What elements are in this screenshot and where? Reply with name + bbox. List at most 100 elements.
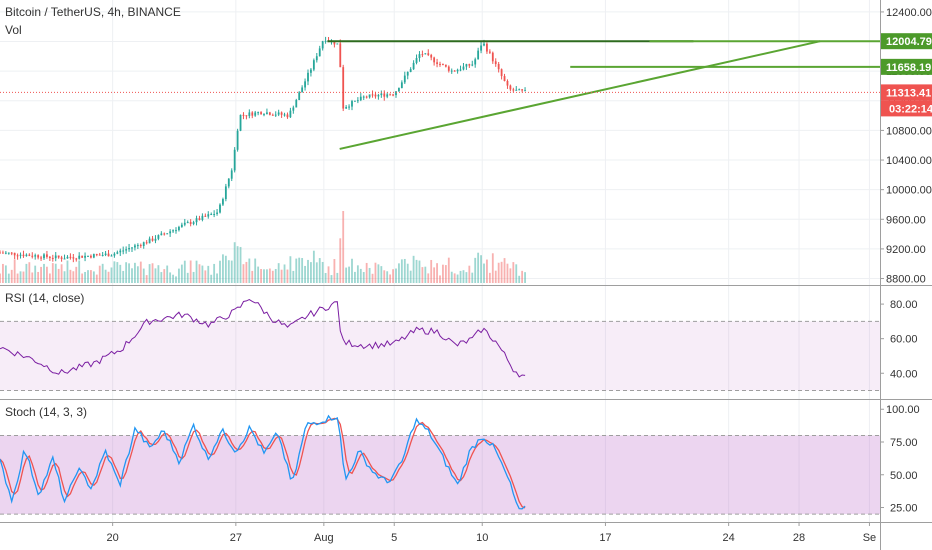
volume-bar — [456, 274, 459, 283]
candle-body — [19, 254, 22, 256]
volume-bar — [19, 271, 22, 283]
rsi-axis[interactable]: 80.00 60.00 40.00 — [880, 299, 918, 380]
volume-bar — [371, 273, 374, 283]
volume-bar — [386, 271, 389, 283]
candle-body — [224, 186, 227, 200]
candle-body — [268, 112, 271, 115]
time-axis-label: 20 — [107, 532, 119, 544]
stoch-label: Stoch (14, 3, 3) — [5, 405, 87, 419]
candle-body — [339, 43, 342, 68]
candle-body — [403, 75, 406, 83]
candle-body — [348, 106, 350, 108]
volume-bar — [43, 263, 45, 283]
volume-bar — [189, 260, 192, 283]
volume-bar — [125, 262, 128, 283]
candle-body — [192, 222, 195, 224]
candle-body — [51, 257, 54, 259]
stoch-axis-label: 75.00 — [890, 437, 918, 449]
candle-body — [31, 255, 34, 257]
volume-bar — [330, 275, 333, 283]
price-tag — [881, 33, 932, 50]
volume-bar — [219, 260, 221, 283]
volume-bar — [509, 268, 512, 283]
candle-body — [104, 253, 107, 255]
volume-bar — [160, 272, 163, 283]
volume-bar — [90, 270, 92, 283]
candle-body — [239, 114, 242, 131]
stoch-d-line — [0, 417, 526, 509]
candle-body — [442, 64, 444, 66]
candle-body — [90, 255, 92, 258]
candle-body — [60, 257, 63, 259]
volume-bar — [198, 264, 201, 283]
candle-body — [277, 112, 280, 115]
candle-body — [34, 255, 37, 257]
volume-bar — [380, 266, 383, 283]
candle-body — [254, 112, 257, 116]
candle-body — [122, 250, 125, 252]
volume-bar — [148, 264, 151, 283]
rsi-pane[interactable] — [0, 286, 880, 399]
volume-bar — [398, 263, 400, 283]
candle-body — [304, 81, 306, 88]
stoch-pane[interactable] — [0, 400, 880, 522]
volume-bar — [192, 271, 195, 283]
candle-body — [424, 53, 427, 55]
time-axis-label: 17 — [599, 532, 611, 544]
candle-body — [0, 252, 1, 254]
volume-bar — [201, 265, 204, 283]
rsi-line — [0, 299, 526, 378]
candle-body — [175, 230, 177, 232]
candle-body — [263, 114, 265, 116]
volume-bar — [266, 269, 268, 283]
volume-bar — [113, 261, 116, 283]
volume-bar — [227, 260, 230, 283]
rsi-indicator — [0, 299, 880, 392]
volume-bar — [444, 265, 447, 283]
candle-body — [198, 218, 201, 220]
volume-bar — [145, 275, 148, 283]
candle-body — [116, 252, 119, 254]
candle-body — [87, 255, 89, 257]
volume-bar — [418, 260, 421, 283]
trend-drawings[interactable] — [327, 40, 880, 150]
candle-body — [113, 253, 116, 256]
volume-bar — [151, 263, 154, 283]
volume-bar — [274, 268, 277, 283]
candle-body — [283, 114, 286, 116]
volume-bar — [310, 262, 312, 283]
volume-bar — [359, 268, 362, 283]
candle-body — [494, 61, 497, 65]
candle-body — [25, 254, 28, 257]
candle-body — [43, 254, 45, 259]
candle-body — [465, 64, 468, 67]
candle-body — [471, 64, 474, 66]
volume-bar — [424, 266, 427, 283]
volume-bar — [25, 263, 28, 283]
rsi-axis-label: 40.00 — [890, 368, 918, 380]
candle-body — [84, 255, 86, 258]
volume-bar — [216, 273, 218, 283]
volume-bar — [116, 262, 119, 283]
candle-body — [515, 89, 518, 91]
volume-bar — [10, 269, 13, 283]
volume-bar — [412, 255, 415, 283]
volume-bar — [257, 266, 260, 283]
volume-bar — [491, 253, 494, 283]
candle-body — [333, 40, 336, 45]
candle-body — [260, 112, 262, 115]
volume-bars — [0, 211, 526, 283]
volume-bar — [348, 266, 350, 283]
price-pane[interactable] — [0, 0, 880, 285]
candle-body — [189, 222, 192, 224]
price-axis-label: 10400.00 — [886, 155, 932, 167]
candle-body — [421, 54, 424, 56]
candle-body — [488, 51, 491, 53]
volume-bar — [377, 264, 380, 283]
volume-bar — [37, 271, 40, 283]
stoch-axis[interactable]: 100.00 75.00 50.00 25.00 — [880, 404, 920, 515]
time-axis[interactable]: 20 27 Aug 5 10 17 24 28 Se — [107, 522, 877, 544]
candle-body — [101, 254, 104, 256]
candle-body — [318, 48, 321, 57]
